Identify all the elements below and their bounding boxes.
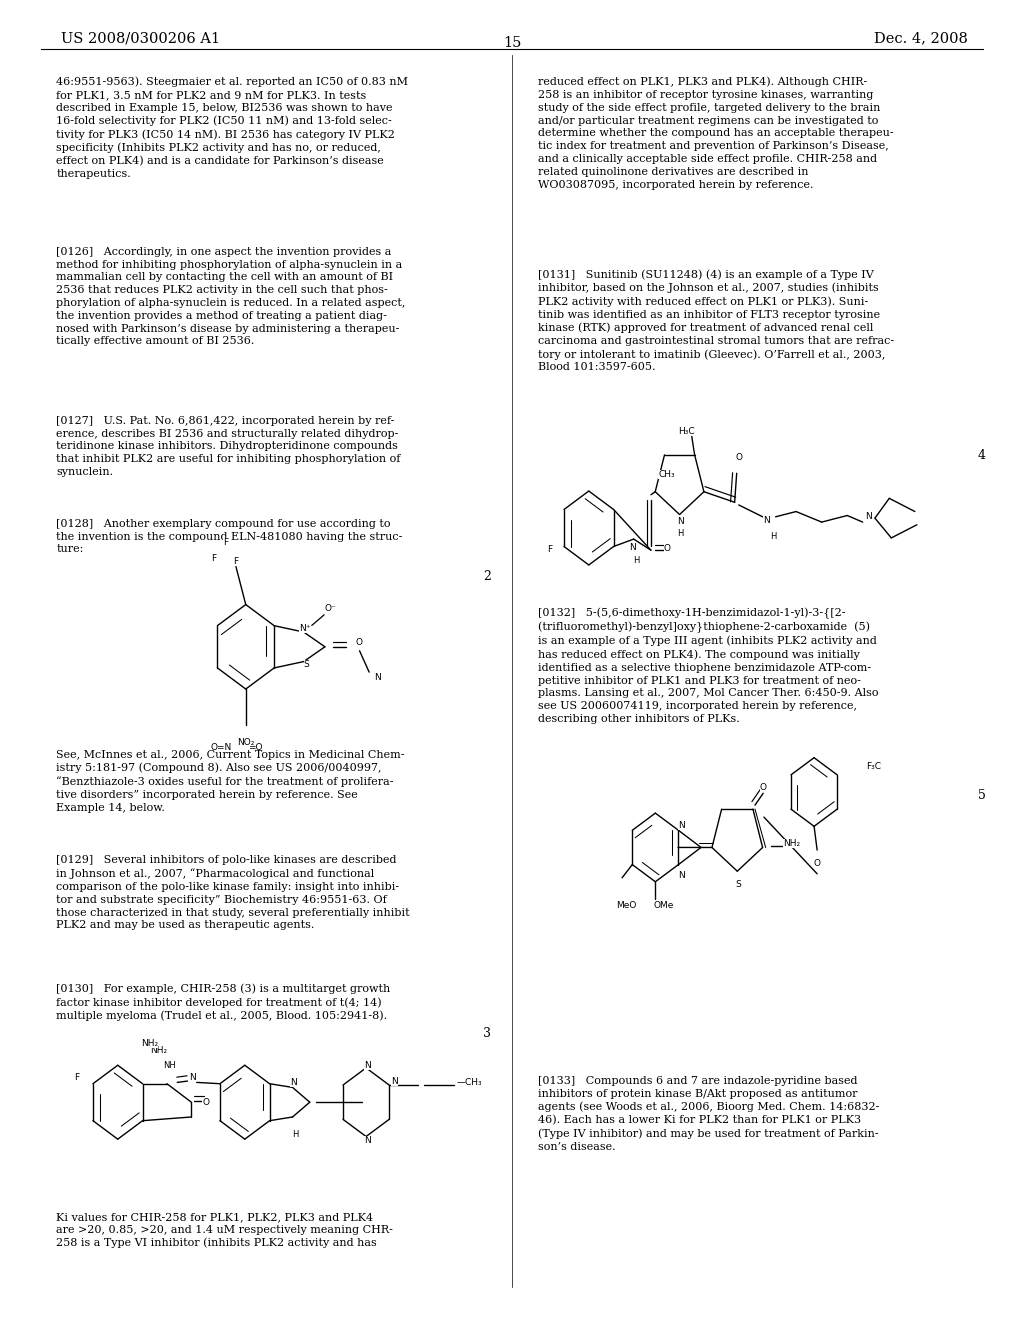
Text: MeO: MeO bbox=[616, 902, 637, 909]
Text: N: N bbox=[763, 516, 770, 525]
Text: F: F bbox=[233, 557, 239, 566]
Text: H: H bbox=[293, 1130, 299, 1139]
Text: S: S bbox=[304, 660, 309, 669]
Text: [0132]   5-(5,6-dimethoxy-1H-benzimidazol-1-yl)-3-{[2-
(trifluoromethyl)-benzyl]: [0132] 5-(5,6-dimethoxy-1H-benzimidazol-… bbox=[538, 607, 879, 723]
Text: N: N bbox=[364, 1061, 371, 1069]
Text: CH₃: CH₃ bbox=[658, 470, 675, 479]
Text: NH₂: NH₂ bbox=[151, 1047, 167, 1055]
Text: reduced effect on PLK1, PLK3 and PLK4). Although CHIR-
258 is an inhibitor of re: reduced effect on PLK1, PLK3 and PLK4). … bbox=[538, 77, 893, 190]
Text: 46:9551-9563). Steegmaier et al. reported an IC50 of 0.83 nM
for PLK1, 3.5 nM fo: 46:9551-9563). Steegmaier et al. reporte… bbox=[56, 77, 409, 180]
Text: N: N bbox=[630, 543, 636, 552]
Text: 15: 15 bbox=[503, 36, 521, 50]
Text: —CH₃: —CH₃ bbox=[457, 1078, 482, 1086]
Text: N: N bbox=[189, 1073, 196, 1081]
Text: N: N bbox=[865, 512, 872, 521]
Text: 4: 4 bbox=[978, 449, 986, 462]
Text: [0131]   Sunitinib (SU11248) (4) is an example of a Type IV
inhibitor, based on : [0131] Sunitinib (SU11248) (4) is an exa… bbox=[538, 269, 894, 372]
Text: =O: =O bbox=[248, 743, 262, 752]
Text: N⁺: N⁺ bbox=[299, 623, 310, 632]
Text: O: O bbox=[760, 784, 767, 792]
Text: O⁻: O⁻ bbox=[325, 603, 336, 612]
Text: O: O bbox=[664, 544, 671, 553]
Text: NH: NH bbox=[163, 1061, 175, 1069]
Text: O: O bbox=[735, 453, 742, 462]
Text: [0127]   U.S. Pat. No. 6,861,422, incorporated herein by ref-
erence, describes : [0127] U.S. Pat. No. 6,861,422, incorpor… bbox=[56, 416, 400, 477]
Text: H: H bbox=[634, 556, 640, 565]
Text: N: N bbox=[678, 821, 685, 829]
Text: Ki values for CHIR-258 for PLK1, PLK2, PLK3 and PLK4
are >20, 0.85, >20, and 1.4: Ki values for CHIR-258 for PLK1, PLK2, P… bbox=[56, 1212, 393, 1249]
Text: OMe: OMe bbox=[653, 902, 674, 909]
Text: F₃C: F₃C bbox=[866, 763, 881, 771]
Text: [0126]   Accordingly, in one aspect the invention provides a
method for inhibiti: [0126] Accordingly, in one aspect the in… bbox=[56, 247, 406, 346]
Text: N: N bbox=[391, 1077, 397, 1085]
Text: [0128]   Another exemplary compound for use according to
the invention is the co: [0128] Another exemplary compound for us… bbox=[56, 519, 402, 554]
Text: N: N bbox=[374, 673, 381, 682]
Text: [0129]   Several inhibitors of polo-like kinases are described
in Johnson et al.: [0129] Several inhibitors of polo-like k… bbox=[56, 855, 410, 931]
Text: NH₂: NH₂ bbox=[140, 1039, 158, 1048]
Text: H₃C: H₃C bbox=[678, 426, 694, 436]
Text: N: N bbox=[364, 1137, 371, 1144]
Text: [0133]   Compounds 6 and 7 are indazole-pyridine based
inhibitors of protein kin: [0133] Compounds 6 and 7 are indazole-py… bbox=[538, 1076, 879, 1152]
Text: F: F bbox=[223, 539, 228, 548]
Text: 3: 3 bbox=[483, 1027, 492, 1040]
Text: O: O bbox=[202, 1098, 209, 1106]
Text: O: O bbox=[814, 859, 820, 867]
Text: N: N bbox=[678, 871, 685, 879]
Text: F: F bbox=[211, 554, 216, 564]
Text: N: N bbox=[290, 1077, 297, 1086]
Text: [0130]   For example, CHIR-258 (3) is a multitarget growth
factor kinase inhibit: [0130] For example, CHIR-258 (3) is a mu… bbox=[56, 983, 390, 1022]
Text: Dec. 4, 2008: Dec. 4, 2008 bbox=[873, 32, 968, 46]
Text: O=N: O=N bbox=[210, 743, 231, 752]
Text: N: N bbox=[677, 516, 684, 525]
Text: NO₂: NO₂ bbox=[238, 738, 254, 747]
Text: 2: 2 bbox=[483, 570, 492, 583]
Text: See, McInnes et al., 2006, Current Topics in Medicinal Chem-
istry 5:181-97 (Com: See, McInnes et al., 2006, Current Topic… bbox=[56, 750, 404, 813]
Text: NH₂: NH₂ bbox=[782, 840, 800, 847]
Text: O: O bbox=[355, 639, 362, 647]
Text: H: H bbox=[678, 528, 684, 537]
Text: F: F bbox=[547, 545, 552, 553]
Text: H: H bbox=[770, 532, 777, 541]
Text: F: F bbox=[74, 1073, 79, 1081]
Text: 5: 5 bbox=[978, 789, 986, 803]
Text: S: S bbox=[735, 880, 741, 888]
Text: US 2008/0300206 A1: US 2008/0300206 A1 bbox=[61, 32, 220, 46]
